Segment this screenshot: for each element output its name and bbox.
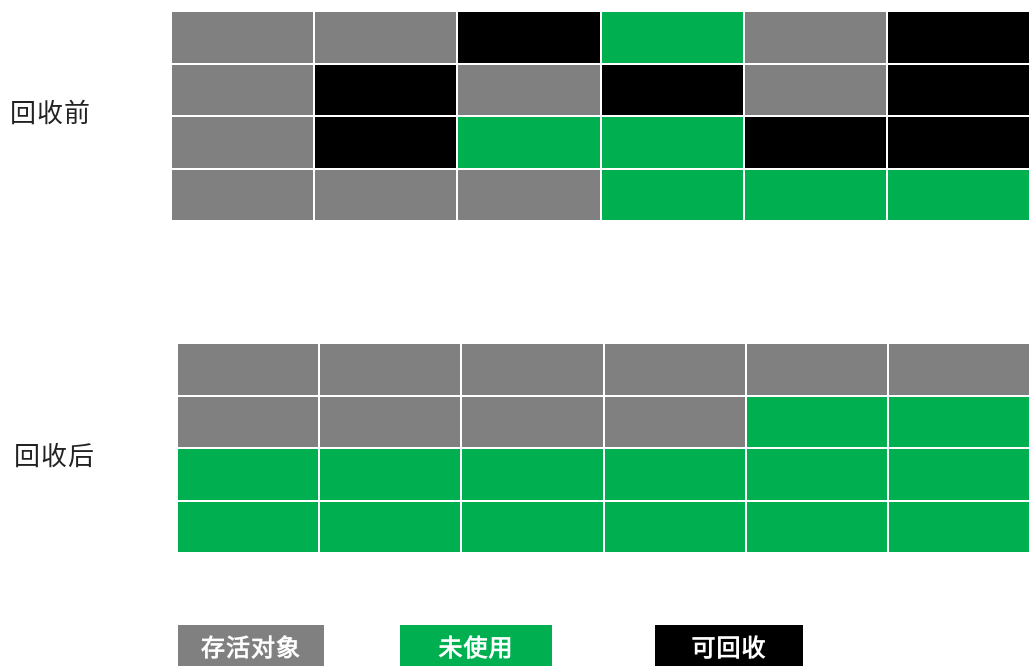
after-cell-unused — [320, 449, 461, 500]
before-cell-unused — [601, 117, 743, 168]
before-cell-garbage — [887, 64, 1029, 115]
after-cell-unused — [604, 449, 745, 500]
before-cell-alive — [172, 117, 314, 168]
after-cell-unused — [178, 449, 319, 500]
before-cell-alive — [172, 169, 314, 220]
legend-alive-objects: 存活对象 — [178, 625, 324, 666]
before-cell-alive — [172, 12, 314, 63]
before-cell-garbage — [458, 12, 600, 63]
before-cell-garbage — [744, 117, 886, 168]
before-cell-unused — [458, 117, 600, 168]
after-cell-unused — [320, 501, 461, 552]
after-cell-unused — [462, 501, 603, 552]
after-cell-unused — [888, 501, 1029, 552]
after-cell-alive — [604, 396, 745, 447]
before-cell-alive — [315, 12, 457, 63]
after-cell-unused — [746, 449, 887, 500]
after-cell-alive — [462, 344, 603, 395]
before-label: 回收前 — [10, 99, 92, 129]
after-cell-unused — [462, 449, 603, 500]
legend-unused: 未使用 — [400, 625, 552, 666]
before-cell-alive — [172, 64, 314, 115]
before-cell-garbage — [315, 117, 457, 168]
after-cell-unused — [178, 501, 319, 552]
after-cell-unused — [746, 396, 887, 447]
after-cell-alive — [462, 396, 603, 447]
after-cell-unused — [746, 501, 887, 552]
after-cell-alive — [746, 344, 887, 395]
after-cell-alive — [604, 344, 745, 395]
before-cell-alive — [744, 64, 886, 115]
before-cell-alive — [744, 12, 886, 63]
before-cell-unused — [744, 169, 886, 220]
after-cell-unused — [888, 449, 1029, 500]
after-cell-alive — [320, 344, 461, 395]
before-cell-unused — [601, 12, 743, 63]
before-cell-alive — [458, 169, 600, 220]
before-cell-unused — [887, 169, 1029, 220]
after-cell-alive — [888, 344, 1029, 395]
before-memory-grid — [172, 12, 1029, 220]
after-cell-alive — [320, 396, 461, 447]
after-label: 回收后 — [14, 442, 96, 472]
before-cell-garbage — [887, 117, 1029, 168]
after-cell-unused — [604, 501, 745, 552]
after-cell-alive — [178, 396, 319, 447]
after-cell-alive — [178, 344, 319, 395]
after-cell-unused — [888, 396, 1029, 447]
after-memory-grid — [178, 344, 1029, 552]
before-cell-garbage — [315, 64, 457, 115]
before-cell-alive — [315, 169, 457, 220]
legend-reclaimable: 可回收 — [655, 625, 803, 666]
before-cell-alive — [458, 64, 600, 115]
before-cell-garbage — [601, 64, 743, 115]
before-cell-garbage — [887, 12, 1029, 63]
before-cell-unused — [601, 169, 743, 220]
